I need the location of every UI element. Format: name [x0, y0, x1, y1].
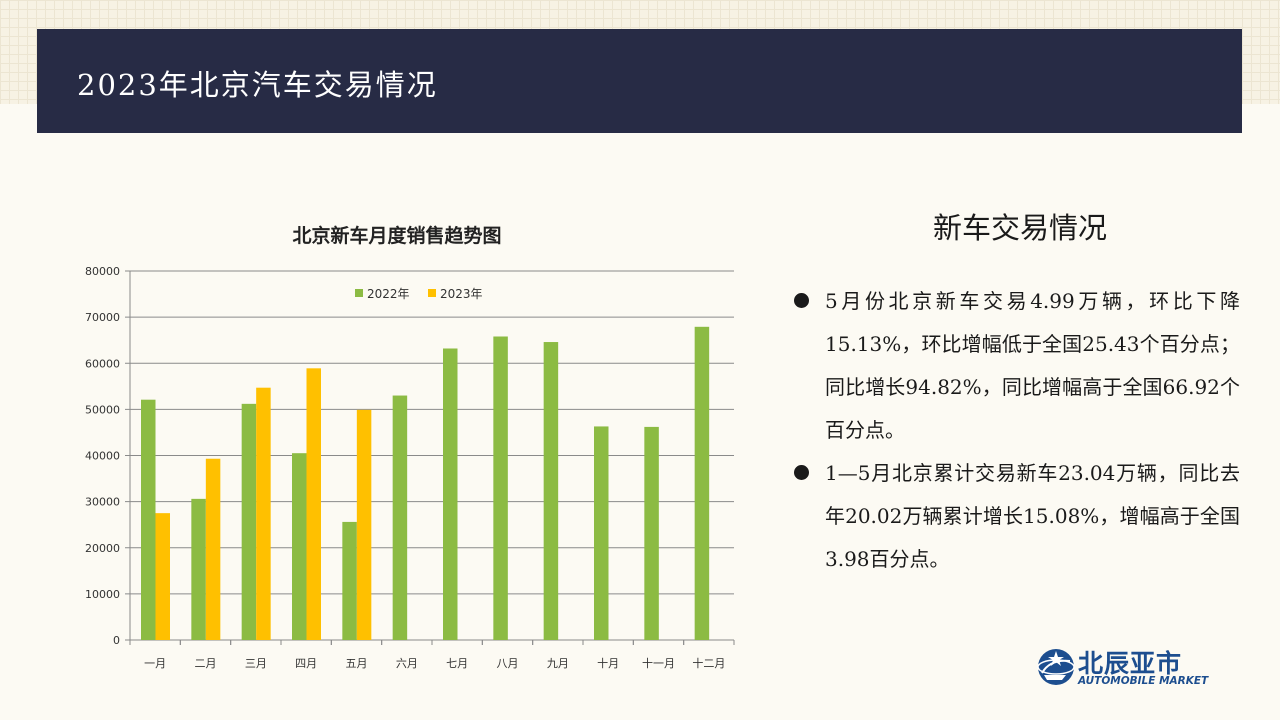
x-tick-label: 十月	[597, 656, 619, 670]
company-logo: 北辰亚市 AUTOMOBILE MARKET	[1036, 647, 1216, 691]
legend-swatch	[355, 289, 363, 297]
bar-2022年-九月	[543, 342, 559, 640]
y-tick-label: 50000	[85, 403, 120, 416]
y-tick-label: 40000	[85, 450, 120, 463]
globe-car-icon	[1037, 649, 1075, 685]
x-tick-label: 六月	[396, 657, 418, 670]
x-tick-label: 三月	[245, 657, 267, 670]
x-tick-label: 四月	[295, 657, 317, 670]
bar-2022年-三月	[241, 403, 257, 640]
logo-name: 北辰亚市	[1078, 649, 1183, 678]
bar-2022年-十二月	[694, 326, 710, 640]
legend-label: 2022年	[367, 287, 410, 301]
y-tick-label: 20000	[85, 542, 120, 555]
y-tick-label: 10000	[85, 588, 120, 601]
bar-2022年-六月	[392, 395, 408, 640]
bar-2022年-十月	[594, 426, 609, 640]
y-tick-label: 80000	[85, 265, 120, 278]
logo-subtitle: AUTOMOBILE MARKET	[1078, 675, 1209, 687]
x-tick-label: 七月	[446, 657, 468, 670]
bullet-text: 5月份北京新车交易4.99万辆，环比下降15.13%，环比增幅低于全国25.43…	[825, 289, 1240, 442]
y-tick-label: 30000	[85, 496, 120, 509]
bullet-list: 5月份北京新车交易4.99万辆，环比下降15.13%，环比增幅低于全国25.43…	[790, 280, 1240, 581]
bullet-dot-icon	[794, 293, 809, 308]
bar-2023年-三月	[256, 387, 271, 640]
bar-2022年-四月	[292, 453, 307, 640]
bar-2023年-五月	[356, 409, 372, 640]
legend-swatch	[428, 289, 436, 297]
bullet-dot-icon	[794, 465, 809, 480]
bar-2022年-八月	[493, 336, 508, 640]
x-tick-label: 五月	[346, 657, 368, 670]
x-tick-label: 九月	[547, 657, 569, 670]
y-tick-label: 60000	[85, 357, 120, 370]
bar-2022年-十一月	[644, 426, 659, 640]
header-bar: 2023年北京汽车交易情况	[37, 29, 1242, 133]
x-tick-label: 一月	[144, 657, 166, 670]
bar-2022年-二月	[191, 498, 206, 640]
x-tick-label: 二月	[195, 657, 217, 670]
page-title: 2023年北京汽车交易情况	[77, 68, 438, 102]
bar-2022年-五月	[342, 521, 357, 640]
bullet-item: 1—5月北京累计交易新车23.04万辆，同比去年20.02万辆累计增长15.08…	[790, 452, 1240, 581]
bar-2022年-七月	[443, 348, 458, 640]
y-tick-label: 70000	[85, 311, 120, 324]
legend-label: 2023年	[440, 287, 483, 301]
x-tick-label: 十一月	[642, 656, 675, 670]
section-title: 新车交易情况	[932, 211, 1107, 245]
bullet-text: 1—5月北京累计交易新车23.04万辆，同比去年20.02万辆累计增长15.08…	[825, 461, 1240, 571]
bar-2023年-二月	[205, 458, 221, 640]
chart-title: 北京新车月度销售趋势图	[292, 224, 501, 247]
bar-2022年-一月	[141, 399, 156, 640]
x-tick-label: 八月	[497, 657, 519, 670]
x-tick-label: 十二月	[692, 656, 725, 670]
bullet-item: 5月份北京新车交易4.99万辆，环比下降15.13%，环比增幅低于全国25.43…	[790, 280, 1240, 452]
bar-2023年-一月	[155, 513, 170, 640]
y-tick-label: 0	[113, 634, 120, 647]
bar-chart: 北京新车月度销售趋势图 0 10000 20000 30000 40000 50000 600…	[85, 224, 735, 670]
bar-2023年-四月	[306, 368, 321, 640]
